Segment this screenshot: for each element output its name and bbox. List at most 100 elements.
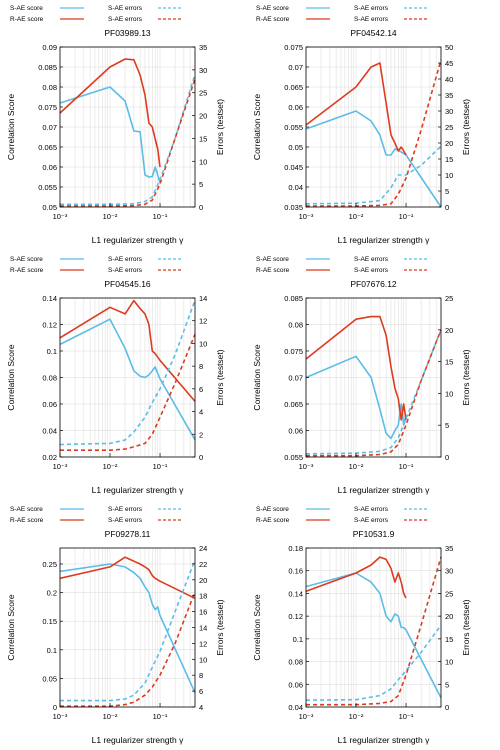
tick-label: 5 bbox=[445, 680, 449, 689]
tick-label: 0.045 bbox=[284, 163, 303, 172]
tick-label: 0.065 bbox=[284, 83, 303, 92]
y-axis-left: 0.02 0.04 0.06 0.08 0.1 0.12 0.14 bbox=[42, 294, 63, 462]
tick-label: 20 bbox=[445, 139, 453, 148]
tick-label: 0.09 bbox=[42, 43, 57, 52]
y2-axis-label: Errors (testset) bbox=[461, 99, 471, 155]
tick-label: 10⁻² bbox=[349, 712, 364, 721]
y-axis-right: 0 2 4 6 8 10 12 14 bbox=[192, 294, 207, 462]
x-axis: 10⁻³ 10⁻² 10⁻¹ bbox=[53, 453, 168, 471]
tick-label: 0.08 bbox=[42, 83, 57, 92]
legend-label: S-AE errors bbox=[108, 517, 143, 524]
tick-label: 0.08 bbox=[288, 658, 303, 667]
legend: S-AE score R-AE score S-AE errors S-AE erro… bbox=[256, 256, 428, 274]
tick-label: 0.08 bbox=[288, 321, 303, 330]
legend-label: R-AE score bbox=[256, 517, 290, 524]
tick-label: 15 bbox=[199, 134, 207, 143]
y-axis-right: 0 5 10 15 20 25 bbox=[438, 294, 453, 462]
tick-label: 0.07 bbox=[288, 63, 303, 72]
tick-label: 10 bbox=[199, 339, 207, 348]
legend-label: S-AE errors bbox=[108, 5, 143, 12]
tick-label: 15 bbox=[445, 155, 453, 164]
tick-label: 5 bbox=[445, 187, 449, 196]
tick-label: 0 bbox=[53, 703, 57, 712]
tick-label: 0 bbox=[445, 703, 449, 712]
tick-label: 0 bbox=[445, 453, 449, 462]
chart-title: PF07676.12 bbox=[350, 279, 397, 289]
tick-label: 0.12 bbox=[42, 321, 57, 330]
series-line bbox=[59, 318, 196, 441]
y2-axis-label: Errors (testset) bbox=[461, 599, 471, 655]
tick-label: 25 bbox=[199, 89, 207, 98]
series-line bbox=[59, 299, 196, 402]
tick-label: 0.2 bbox=[47, 589, 57, 598]
y-axis-right: 0 5 10 15 20 25 30 35 bbox=[438, 544, 453, 712]
series-line bbox=[60, 591, 196, 708]
legend-label: S-AE score bbox=[256, 5, 289, 12]
legend: S-AE score R-AE score S-AE errors S-AE erro… bbox=[10, 5, 182, 23]
legend-label: R-AE score bbox=[10, 517, 44, 524]
tick-label: 0.18 bbox=[288, 544, 303, 553]
tick-label: 35 bbox=[445, 544, 453, 553]
tick-label: 0.085 bbox=[38, 63, 57, 72]
tick-label: 10⁻³ bbox=[299, 212, 314, 221]
legend: S-AE score R-AE score S-AE errors S-AE erro… bbox=[10, 506, 182, 524]
legend-label: R-AE score bbox=[256, 267, 290, 274]
chart-panel-4: S-AE score R-AE score S-AE errors S-AE erro… bbox=[252, 256, 471, 495]
y-axis-left: 0.035 0.04 0.045 0.05 0.055 0.06 0.065 0.07 0.07… bbox=[284, 43, 309, 212]
tick-label: 20 bbox=[445, 612, 453, 621]
series-line bbox=[306, 329, 442, 457]
tick-label: 10 bbox=[199, 157, 207, 166]
tick-label: 0.05 bbox=[42, 203, 57, 212]
legend-label: S-AE score bbox=[256, 506, 289, 513]
legend-label: S-AE errors bbox=[354, 506, 389, 513]
tick-label: 25 bbox=[445, 123, 453, 132]
tick-label: 0.035 bbox=[284, 203, 303, 212]
tick-label: 0.1 bbox=[47, 347, 57, 356]
legend-label: S-AE score bbox=[10, 5, 43, 12]
tick-label: 10⁻² bbox=[349, 212, 364, 221]
tick-label: 10⁻¹ bbox=[399, 462, 414, 471]
tick-label: 10 bbox=[199, 655, 207, 664]
tick-label: 10⁻² bbox=[103, 712, 118, 721]
legend-label: S-AE errors bbox=[354, 267, 389, 274]
y2-axis-label: Errors (testset) bbox=[215, 349, 225, 405]
tick-label: 10⁻² bbox=[103, 212, 118, 221]
tick-label: 0.055 bbox=[284, 453, 303, 462]
tick-label: 0.1 bbox=[47, 646, 57, 655]
y2-axis-label: Errors (testset) bbox=[215, 99, 225, 155]
tick-label: 0.14 bbox=[42, 294, 57, 303]
chart-panel-5: S-AE score R-AE score S-AE errors S-AE erro… bbox=[6, 506, 225, 745]
grid bbox=[59, 548, 196, 708]
tick-label: 35 bbox=[445, 91, 453, 100]
tick-label: 0.04 bbox=[288, 183, 303, 192]
tick-label: 8 bbox=[199, 671, 203, 680]
tick-label: 8 bbox=[199, 362, 203, 371]
series-line bbox=[59, 86, 161, 184]
legend-label: R-AE score bbox=[10, 267, 44, 274]
legend-label: S-AE errors bbox=[354, 16, 389, 23]
chart-panel-6: S-AE score R-AE score S-AE errors S-AE erro… bbox=[252, 506, 471, 745]
tick-label: 6 bbox=[199, 687, 203, 696]
tick-label: 18 bbox=[199, 592, 207, 601]
tick-label: 4 bbox=[199, 408, 203, 417]
tick-label: 0.065 bbox=[38, 143, 57, 152]
x-axis: 10⁻³ 10⁻² 10⁻¹ bbox=[299, 203, 414, 221]
y-axis-left: 0.04 0.06 0.08 0.1 0.12 0.14 0.16 0.18 bbox=[288, 544, 309, 712]
legend-label: S-AE errors bbox=[108, 267, 143, 274]
grid bbox=[305, 46, 442, 208]
y2-axis-label: Errors (testset) bbox=[461, 349, 471, 405]
y-axis-right: 0 5 10 15 20 25 30 35 bbox=[192, 43, 207, 212]
tick-label: 10⁻¹ bbox=[153, 712, 168, 721]
x-axis-label: L1 regularizer strength γ bbox=[92, 735, 184, 745]
x-axis-label: L1 regularizer strength γ bbox=[338, 735, 430, 745]
y-axis-label: Correlation Score bbox=[252, 344, 262, 410]
tick-label: 0.15 bbox=[42, 617, 57, 626]
tick-label: 14 bbox=[199, 294, 207, 303]
series-line bbox=[305, 556, 407, 599]
tick-label: 40 bbox=[445, 75, 453, 84]
y2-axis-label: Errors (testset) bbox=[215, 599, 225, 655]
tick-label: 30 bbox=[445, 107, 453, 116]
tick-label: 2 bbox=[199, 430, 203, 439]
tick-label: 10⁻¹ bbox=[399, 712, 414, 721]
tick-label: 0.25 bbox=[42, 560, 57, 569]
